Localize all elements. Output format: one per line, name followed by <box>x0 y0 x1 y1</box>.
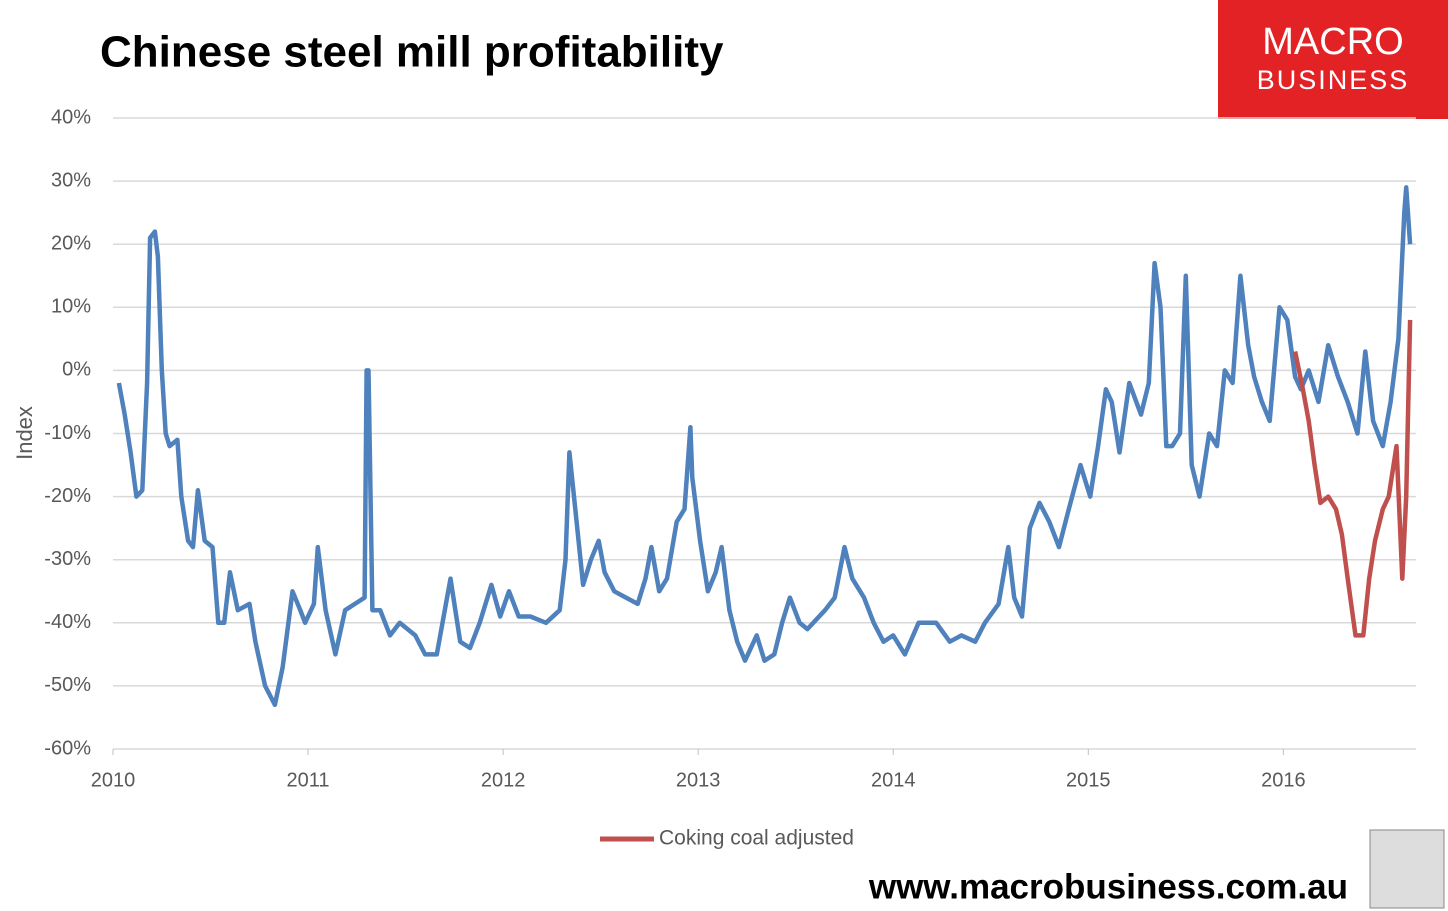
y-tick-label: -10% <box>44 422 91 444</box>
x-tick-label: 2011 <box>287 769 330 791</box>
y-tick-label: 0% <box>62 359 91 381</box>
fox-image <box>1369 829 1445 909</box>
y-tick-label: 30% <box>51 169 91 191</box>
y-tick-label: -30% <box>44 548 91 570</box>
y-tick-label: -20% <box>44 485 91 507</box>
y-tick-label: 20% <box>51 232 91 254</box>
x-tick-label: 2010 <box>91 769 136 791</box>
y-tick-label: -60% <box>44 737 91 759</box>
x-tick-label: 2015 <box>1066 769 1111 791</box>
x-tick-label: 2013 <box>676 769 721 791</box>
x-tick-label: 2014 <box>871 769 916 791</box>
x-tick-label: 2012 <box>481 769 526 791</box>
data-line <box>1292 319 1413 638</box>
x-tick-label: 2016 <box>1261 769 1306 791</box>
y-tick-label: -40% <box>44 611 91 633</box>
chart-title: Chinese steel mill profitability <box>100 28 724 77</box>
y-tick-label: 40% <box>51 106 91 128</box>
data-line <box>116 185 1413 708</box>
logo-text: MACRO <box>1262 21 1403 63</box>
y-tick-label: -50% <box>44 674 91 696</box>
logo-text: BUSINESS <box>1257 65 1410 95</box>
legend-label: Coking coal adjusted <box>659 827 854 850</box>
y-tick-label: 10% <box>51 296 91 318</box>
logo-box <box>1218 0 1448 119</box>
footer-url: www.macrobusiness.com.au <box>868 867 1348 906</box>
y-axis-label: Index <box>12 406 37 460</box>
